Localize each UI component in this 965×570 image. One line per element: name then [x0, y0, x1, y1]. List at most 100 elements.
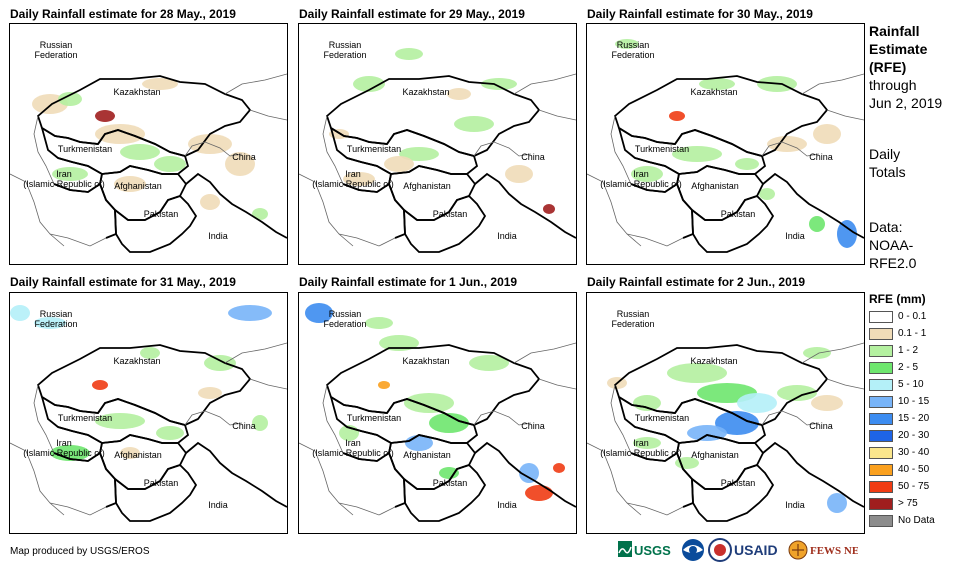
rainfall-area [95, 124, 145, 144]
rainfall-area [140, 347, 160, 359]
rainfall-area [505, 165, 533, 183]
rainfall-area [837, 220, 857, 248]
map-label-kazakhstan: Kazakhstan [690, 356, 738, 366]
side-data-line3: RFE2.0 [869, 255, 917, 271]
map-label-turkmenistan: Turkmenistan [346, 413, 402, 423]
svg-text:USAID: USAID [734, 542, 778, 558]
country-border [49, 502, 107, 516]
country-border [338, 233, 396, 247]
side-through: through [869, 77, 917, 93]
map-label-pakistan: Pakistan [143, 478, 179, 488]
rainfall-area [92, 380, 108, 390]
map-label-pakistan: Pakistan [432, 209, 468, 219]
rainfall-area [404, 393, 454, 413]
map-label-kazakhstan: Kazakhstan [113, 356, 161, 366]
map-label-russia: Russian Federation [34, 309, 78, 329]
country-border [33, 384, 55, 454]
country-border [630, 451, 694, 508]
map-label-india: India [208, 500, 228, 510]
map-label-pakistan: Pakistan [720, 209, 756, 219]
map-label-iran: Iran (Islamic Republic of) [312, 169, 394, 189]
country-border [801, 342, 864, 364]
map-label-turkmenistan: Turkmenistan [634, 144, 690, 154]
rainfall-area [252, 208, 268, 220]
country-border [610, 115, 632, 185]
country-border [185, 172, 287, 239]
country-border [538, 378, 576, 390]
rainfall-area [52, 167, 88, 181]
country-border [224, 73, 287, 95]
map-label-iran: Iran (Islamic Republic of) [600, 438, 682, 458]
map-label-india: India [785, 231, 805, 241]
rainfall-area [142, 78, 178, 90]
map-label-china: China [232, 421, 256, 431]
country-border [185, 441, 287, 508]
side-totals: Daily Totals [869, 145, 906, 181]
side-totals-line1: Daily [869, 146, 901, 162]
noaa-logo [682, 539, 704, 561]
rainfall-area [553, 463, 565, 473]
legend-label: 2 - 5 [898, 362, 919, 373]
rainfall-area [735, 158, 759, 170]
map-label-india: India [785, 500, 805, 510]
country-border [49, 233, 107, 247]
legend-swatch [869, 498, 893, 510]
rainfall-area [379, 335, 419, 351]
rainfall-area [633, 437, 661, 449]
map-label-turkmenistan: Turkmenistan [634, 413, 690, 423]
map-label-afghanistan: Afghanistan [114, 450, 162, 460]
rainfall-area [715, 411, 759, 435]
side-title-line2: Estimate [869, 41, 928, 57]
country-border [342, 451, 406, 508]
legend-swatch [869, 481, 893, 493]
rainfall-area [156, 426, 184, 440]
legend-label: 0.1 - 1 [898, 328, 927, 339]
rainfall-area [114, 176, 146, 192]
country-border [473, 141, 532, 157]
country-border [587, 442, 642, 516]
country-border [249, 378, 287, 390]
map-label-russia: Russian Federation [611, 309, 655, 329]
map-svg [10, 305, 287, 522]
rainfall-area [813, 124, 841, 144]
country-border [10, 173, 65, 247]
map-label-china: China [809, 421, 833, 431]
map-label-turkmenistan: Turkmenistan [57, 413, 113, 423]
rainfall-area [667, 363, 727, 383]
country-border [626, 233, 684, 247]
side-data-source: Data: NOAA- RFE2.0 [869, 218, 916, 272]
map-label-china: China [232, 152, 256, 162]
country-border [322, 384, 344, 454]
country-border [473, 410, 532, 426]
country-border [801, 73, 864, 95]
map-label-russia: Russian Federation [34, 40, 78, 60]
rainfall-area [481, 78, 517, 90]
rainfall-area [305, 303, 333, 323]
map-label-iran: Iran (Islamic Republic of) [312, 438, 394, 458]
country-border [184, 410, 243, 426]
rainfall-area [395, 48, 423, 60]
rainfall-area [699, 78, 735, 90]
side-date: Jun 2, 2019 [869, 95, 943, 111]
legend-swatch [869, 447, 893, 459]
country-border [114, 194, 198, 253]
country-border [53, 451, 117, 508]
map-panel-3: Russian Federation Kazakhstan Turkmenistan… [586, 23, 865, 265]
legend-label: 40 - 50 [898, 464, 930, 475]
rainfall-area [429, 413, 469, 433]
country-border [826, 109, 864, 121]
rainfall-area [10, 305, 30, 321]
legend-swatch [869, 464, 893, 476]
legend-swatch [869, 328, 893, 340]
rainfall-area [777, 385, 817, 401]
map-label-china: China [809, 152, 833, 162]
map-svg [299, 303, 576, 522]
country-border [538, 109, 576, 121]
rainfall-area [34, 317, 66, 329]
map-label-afghanistan: Afghanistan [403, 450, 451, 460]
country-border [630, 182, 694, 239]
legend-label: 15 - 20 [898, 413, 930, 424]
legend-label: 5 - 10 [898, 379, 924, 390]
side-title-line1: Rainfall [869, 23, 920, 39]
map-panel-2: Russian Federation Kazakhstan Turkmenistan… [298, 23, 577, 265]
